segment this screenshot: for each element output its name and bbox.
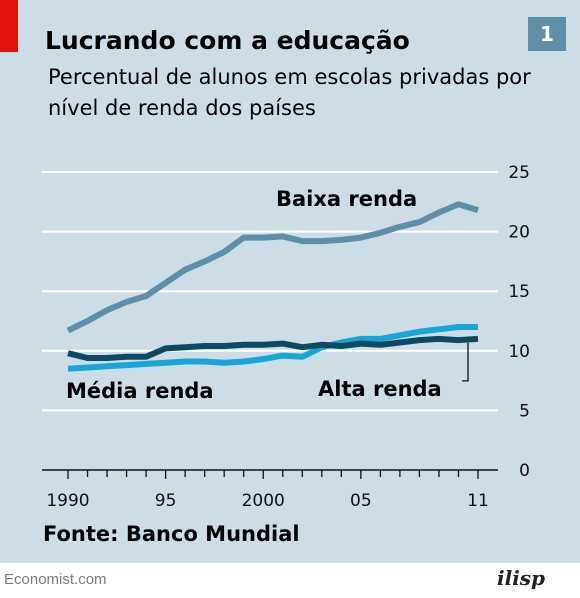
series-label-0: Baixa renda	[276, 187, 417, 211]
series-label-2: Alta renda	[318, 377, 442, 401]
gridlines	[42, 171, 498, 412]
source-note: Fonte: Banco Mundial	[43, 522, 300, 546]
alta-renda-leader-line	[462, 342, 469, 382]
series-line-1	[67, 324, 478, 372]
x-tick-label: 11	[467, 491, 489, 510]
y-tick-label: 15	[508, 282, 530, 302]
publisher-credit: Economist.com	[4, 571, 107, 588]
x-tick-label: 95	[155, 491, 177, 510]
y-tick-label: 0	[519, 461, 530, 481]
y-tick-label: 5	[519, 401, 530, 421]
x-tick-label: 1990	[46, 491, 89, 510]
x-tick-label: 2000	[242, 491, 285, 510]
watermark-credit: ilisp	[497, 566, 546, 590]
y-tick-label: 10	[508, 342, 530, 362]
series-label-1: Média renda	[66, 379, 214, 403]
chart-panel	[0, 0, 580, 563]
chart-number-badge: 1	[528, 17, 566, 51]
x-tick-label: 05	[350, 491, 372, 510]
y-tick-label: 20	[508, 223, 530, 243]
chart-subtitle: Percentual de alunos em escolas privadas…	[48, 65, 531, 120]
series-line-0	[66, 201, 479, 334]
brand-red-bar	[0, 0, 18, 52]
series-line-2	[67, 335, 479, 361]
series-lines	[66, 201, 479, 372]
y-tick-label: 25	[508, 163, 530, 183]
chart-title: Lucrando com a educação	[45, 26, 410, 55]
series-labels: Baixa renda Média renda Alta renda	[66, 187, 469, 403]
